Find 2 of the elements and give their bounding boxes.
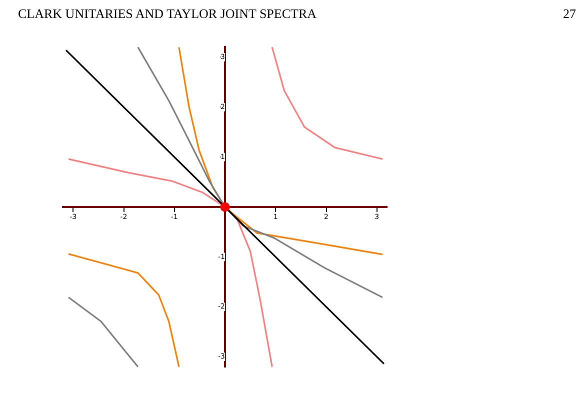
text: 27 <box>563 6 576 22</box>
text: CLARK UNITARIES AND TAYLOR JOINT SPECTRA <box>18 6 317 22</box>
